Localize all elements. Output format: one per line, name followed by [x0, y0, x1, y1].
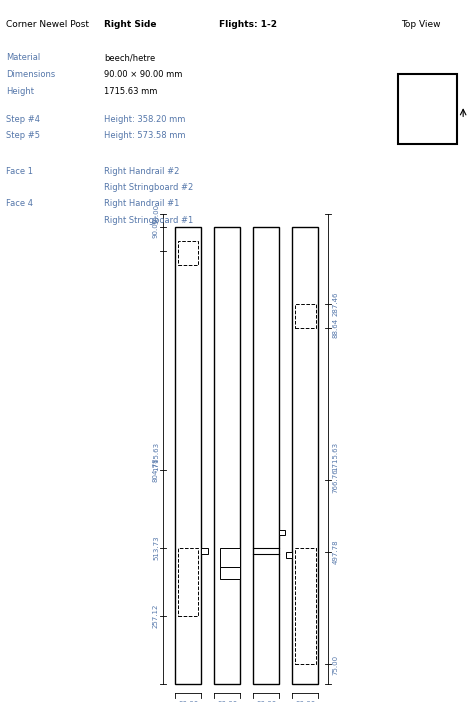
- Text: 88.64: 88.64: [332, 317, 338, 338]
- Text: 90.00: 90.00: [295, 701, 316, 702]
- Bar: [295, 304, 316, 328]
- Text: 287.46: 287.46: [332, 292, 338, 317]
- Text: Step #4: Step #4: [6, 115, 40, 124]
- Text: Right Stringboard #1: Right Stringboard #1: [104, 216, 193, 225]
- Text: 766.76: 766.76: [332, 468, 338, 493]
- Bar: [220, 567, 240, 579]
- Text: 90.00: 90.00: [178, 701, 198, 702]
- Text: Right Side: Right Side: [104, 20, 156, 29]
- Bar: [279, 530, 285, 535]
- Text: Height: Height: [6, 87, 34, 96]
- Text: Top View: Top View: [402, 20, 441, 29]
- Bar: [398, 74, 457, 144]
- Bar: [201, 548, 208, 554]
- Text: 90.00: 90.00: [153, 218, 159, 237]
- Text: 497.78: 497.78: [332, 540, 338, 564]
- Text: Step #5: Step #5: [6, 131, 40, 140]
- Text: 50.00: 50.00: [153, 204, 159, 224]
- Bar: [178, 241, 198, 265]
- Text: 1715.63 mm: 1715.63 mm: [104, 87, 157, 96]
- Bar: [253, 227, 279, 684]
- Text: beech/hetre: beech/hetre: [104, 53, 155, 62]
- Text: Face 4: Face 4: [6, 199, 33, 208]
- Text: 257.12: 257.12: [153, 604, 159, 628]
- Bar: [220, 548, 240, 567]
- Text: Height: 573.58 mm: Height: 573.58 mm: [104, 131, 185, 140]
- Bar: [178, 548, 198, 616]
- Text: 804.78: 804.78: [153, 458, 159, 482]
- Bar: [175, 227, 201, 684]
- Text: 90.00: 90.00: [217, 701, 238, 702]
- Text: 75.00: 75.00: [332, 654, 338, 675]
- Bar: [292, 227, 318, 684]
- Text: Material: Material: [6, 53, 40, 62]
- Text: 90.00 × 90.00 mm: 90.00 × 90.00 mm: [104, 70, 182, 79]
- Text: Right Handrail #2: Right Handrail #2: [104, 167, 179, 176]
- Text: Right Handrail #1: Right Handrail #1: [104, 199, 179, 208]
- Text: 1715.63: 1715.63: [153, 442, 159, 470]
- Text: Dimensions: Dimensions: [6, 70, 55, 79]
- Text: Face 1: Face 1: [6, 167, 33, 176]
- Text: Height: 358.20 mm: Height: 358.20 mm: [104, 115, 185, 124]
- Bar: [214, 227, 240, 684]
- Bar: [286, 552, 292, 558]
- Text: Right Stringboard #2: Right Stringboard #2: [104, 183, 193, 192]
- Text: 1715.63: 1715.63: [332, 442, 338, 470]
- Text: 90.00: 90.00: [256, 701, 277, 702]
- Bar: [295, 548, 316, 665]
- Text: 513.73: 513.73: [153, 536, 159, 560]
- Text: Corner Newel Post: Corner Newel Post: [6, 20, 89, 29]
- Text: Flights: 1-2: Flights: 1-2: [219, 20, 277, 29]
